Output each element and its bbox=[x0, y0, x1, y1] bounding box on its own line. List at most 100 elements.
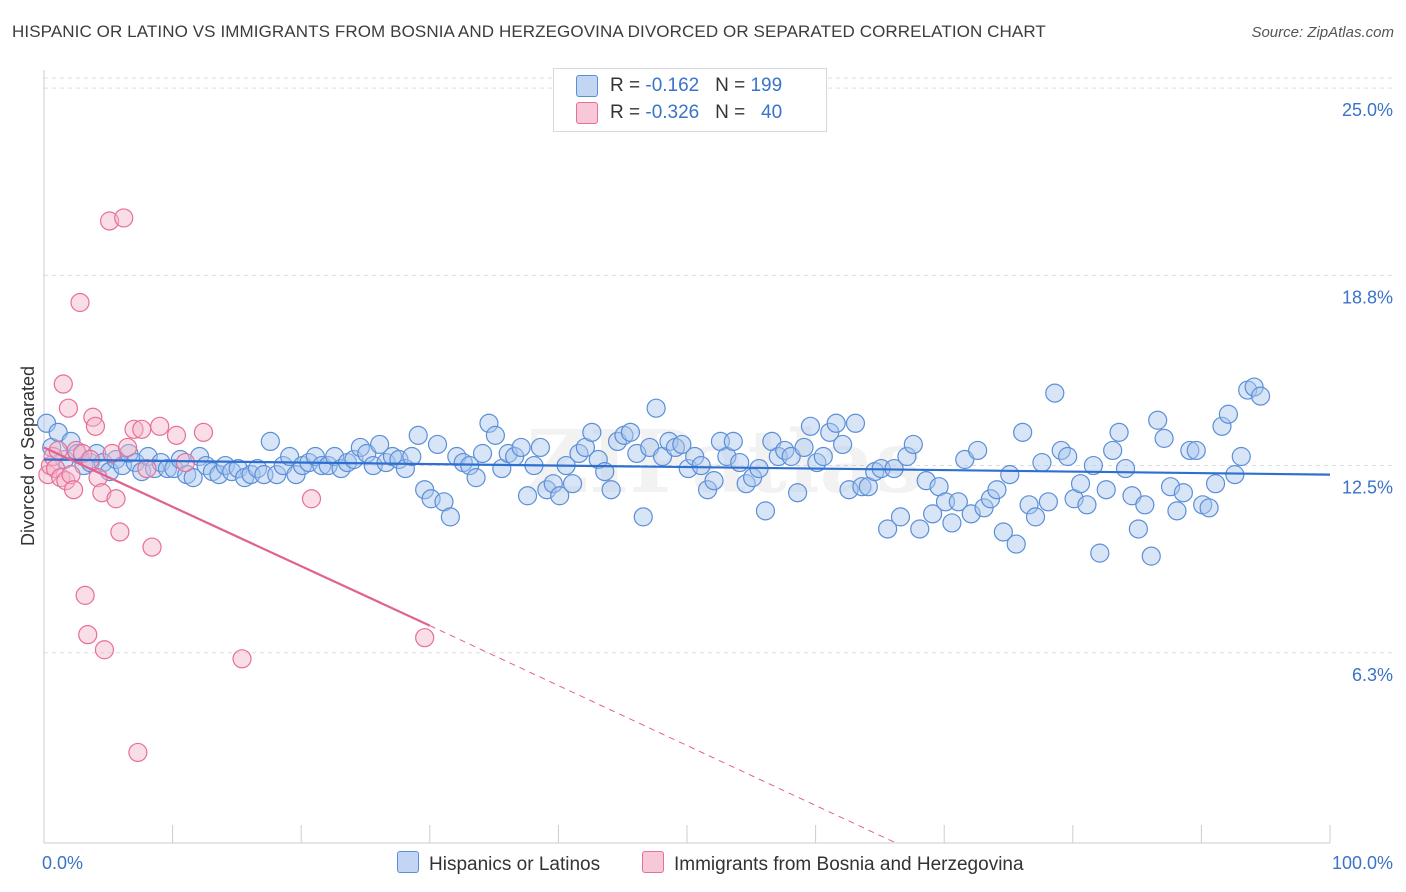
data-point-hispanics bbox=[633, 507, 653, 527]
data-point-hispanics bbox=[755, 501, 776, 521]
data-point-hispanics bbox=[517, 486, 538, 506]
y-tick-label: 18.8% bbox=[1342, 287, 1393, 307]
legend-r-value-2: -0.326 bbox=[645, 102, 700, 124]
data-point-hispanics bbox=[530, 437, 550, 458]
data-point-bosnia bbox=[193, 422, 214, 442]
y-axis-label: Divorced or Separated bbox=[18, 366, 38, 546]
data-point-hispanics bbox=[1205, 474, 1226, 494]
data-point-bosnia bbox=[166, 425, 187, 445]
data-point-hispanics bbox=[485, 425, 505, 445]
data-point-hispanics bbox=[427, 434, 448, 455]
data-point-hispanics bbox=[1115, 458, 1136, 479]
data-point-bosnia bbox=[63, 480, 84, 500]
data-point-hispanics bbox=[472, 443, 493, 464]
data-point-hispanics bbox=[993, 522, 1013, 542]
data-point-hispanics bbox=[1045, 383, 1065, 403]
data-point-hispanics bbox=[1128, 519, 1148, 539]
data-point-hispanics bbox=[511, 437, 531, 458]
data-point-hispanics bbox=[723, 431, 743, 452]
y-tick-label: 25.0% bbox=[1342, 100, 1393, 120]
data-point-hispanics bbox=[897, 446, 917, 467]
data-point-hispanics bbox=[408, 425, 428, 445]
legend-n-value-1: 199 bbox=[750, 75, 783, 97]
bottom-legend-bosnia: Immigrants from Bosnia and Herzegovina bbox=[642, 851, 1024, 876]
data-point-hispanics bbox=[588, 449, 608, 470]
data-point-bosnia bbox=[85, 416, 106, 436]
data-point-bosnia bbox=[142, 537, 162, 557]
data-point-bosnia bbox=[232, 649, 252, 669]
data-point-hispanics bbox=[1013, 422, 1033, 442]
data-point-hispanics bbox=[479, 413, 499, 433]
data-point-hispanics bbox=[1250, 386, 1271, 406]
data-point-hispanics bbox=[942, 513, 962, 533]
chart-title: HISPANIC OR LATINO VS IMMIGRANTS FROM BO… bbox=[12, 22, 1046, 41]
data-point-bosnia bbox=[106, 489, 126, 509]
data-point-hispanics bbox=[1006, 534, 1026, 554]
trendline-hispanics bbox=[43, 458, 1331, 476]
legend-row-hispanics: R = -0.162 N = 199 bbox=[576, 75, 782, 99]
data-point-hispanics bbox=[800, 416, 821, 436]
trendline-bosnia-extension bbox=[429, 625, 897, 844]
y-tick-label: 6.3% bbox=[1352, 665, 1393, 685]
bottom-legend-label-2: Immigrants from Bosnia and Herzegovina bbox=[674, 854, 1024, 875]
data-point-hispanics bbox=[1154, 428, 1174, 448]
data-point-bosnia bbox=[110, 522, 130, 542]
legend-r-label-2: R = bbox=[610, 102, 646, 124]
data-point-hispanics bbox=[1103, 440, 1123, 461]
data-point-bosnia bbox=[78, 625, 98, 645]
data-point-hispanics bbox=[1025, 507, 1046, 527]
data-point-hispanics bbox=[890, 507, 911, 527]
data-point-hispanics bbox=[813, 446, 833, 467]
data-point-hispanics bbox=[1058, 446, 1078, 467]
data-point-bosnia bbox=[70, 292, 90, 313]
data-point-hispanics bbox=[1109, 422, 1129, 442]
data-point-hispanics bbox=[1090, 543, 1110, 563]
y-tick-label: 12.5% bbox=[1342, 478, 1393, 498]
data-point-hispanics bbox=[1199, 498, 1219, 518]
data-point-hispanics bbox=[1070, 474, 1091, 494]
data-point-hispanics bbox=[1141, 546, 1161, 566]
data-point-hispanics bbox=[1077, 495, 1097, 515]
trendline-bosnia bbox=[43, 446, 431, 627]
source-label: Source: ZipAtlas.com bbox=[1251, 24, 1394, 41]
legend-row-bosnia: R = -0.326 N = 40 bbox=[576, 102, 782, 126]
data-point-bosnia bbox=[137, 458, 157, 479]
data-point-hispanics bbox=[923, 504, 943, 524]
data-point-bosnia bbox=[301, 489, 322, 509]
bottom-legend-label-1: Hispanics or Latinos bbox=[429, 854, 601, 875]
data-point-hispanics bbox=[1083, 455, 1103, 476]
data-point-bosnia bbox=[128, 742, 148, 763]
data-point-bosnia bbox=[58, 398, 79, 418]
legend-n-label-2: N = bbox=[715, 102, 751, 124]
data-point-bosnia bbox=[99, 211, 120, 231]
data-point-bosnia bbox=[75, 585, 95, 605]
data-point-bosnia bbox=[415, 628, 435, 648]
legend-n-label-1: N = bbox=[715, 75, 751, 97]
data-point-hispanics bbox=[183, 468, 203, 488]
data-point-hispanics bbox=[1135, 495, 1155, 515]
data-point-hispanics bbox=[466, 468, 486, 488]
data-point-hispanics bbox=[845, 413, 866, 433]
data-point-hispanics bbox=[1173, 483, 1193, 503]
data-point-hispanics bbox=[910, 519, 930, 539]
data-point-hispanics bbox=[1212, 416, 1232, 436]
legend-n-value-2: 40 bbox=[761, 102, 783, 124]
data-point-hispanics bbox=[1167, 501, 1187, 521]
data-point-hispanics bbox=[1186, 440, 1206, 461]
data-point-bosnia bbox=[94, 640, 115, 660]
data-point-hispanics bbox=[646, 398, 666, 418]
data-point-bosnia bbox=[175, 452, 196, 473]
data-point-hispanics bbox=[704, 471, 724, 491]
data-point-hispanics bbox=[550, 486, 570, 506]
data-point-bosnia bbox=[150, 416, 170, 436]
data-point-hispanics bbox=[794, 437, 814, 458]
bottom-legend-swatch-pink bbox=[642, 851, 664, 873]
legend-r-value-1: -0.162 bbox=[645, 75, 700, 97]
data-point-hispanics bbox=[1096, 480, 1116, 500]
bottom-legend: Hispanics or Latinos Immigrants from Bos… bbox=[0, 851, 1406, 879]
data-point-bosnia bbox=[114, 208, 134, 228]
data-point-bosnia bbox=[117, 437, 138, 458]
data-point-hispanics bbox=[691, 455, 711, 476]
data-point-hispanics bbox=[1231, 446, 1251, 467]
